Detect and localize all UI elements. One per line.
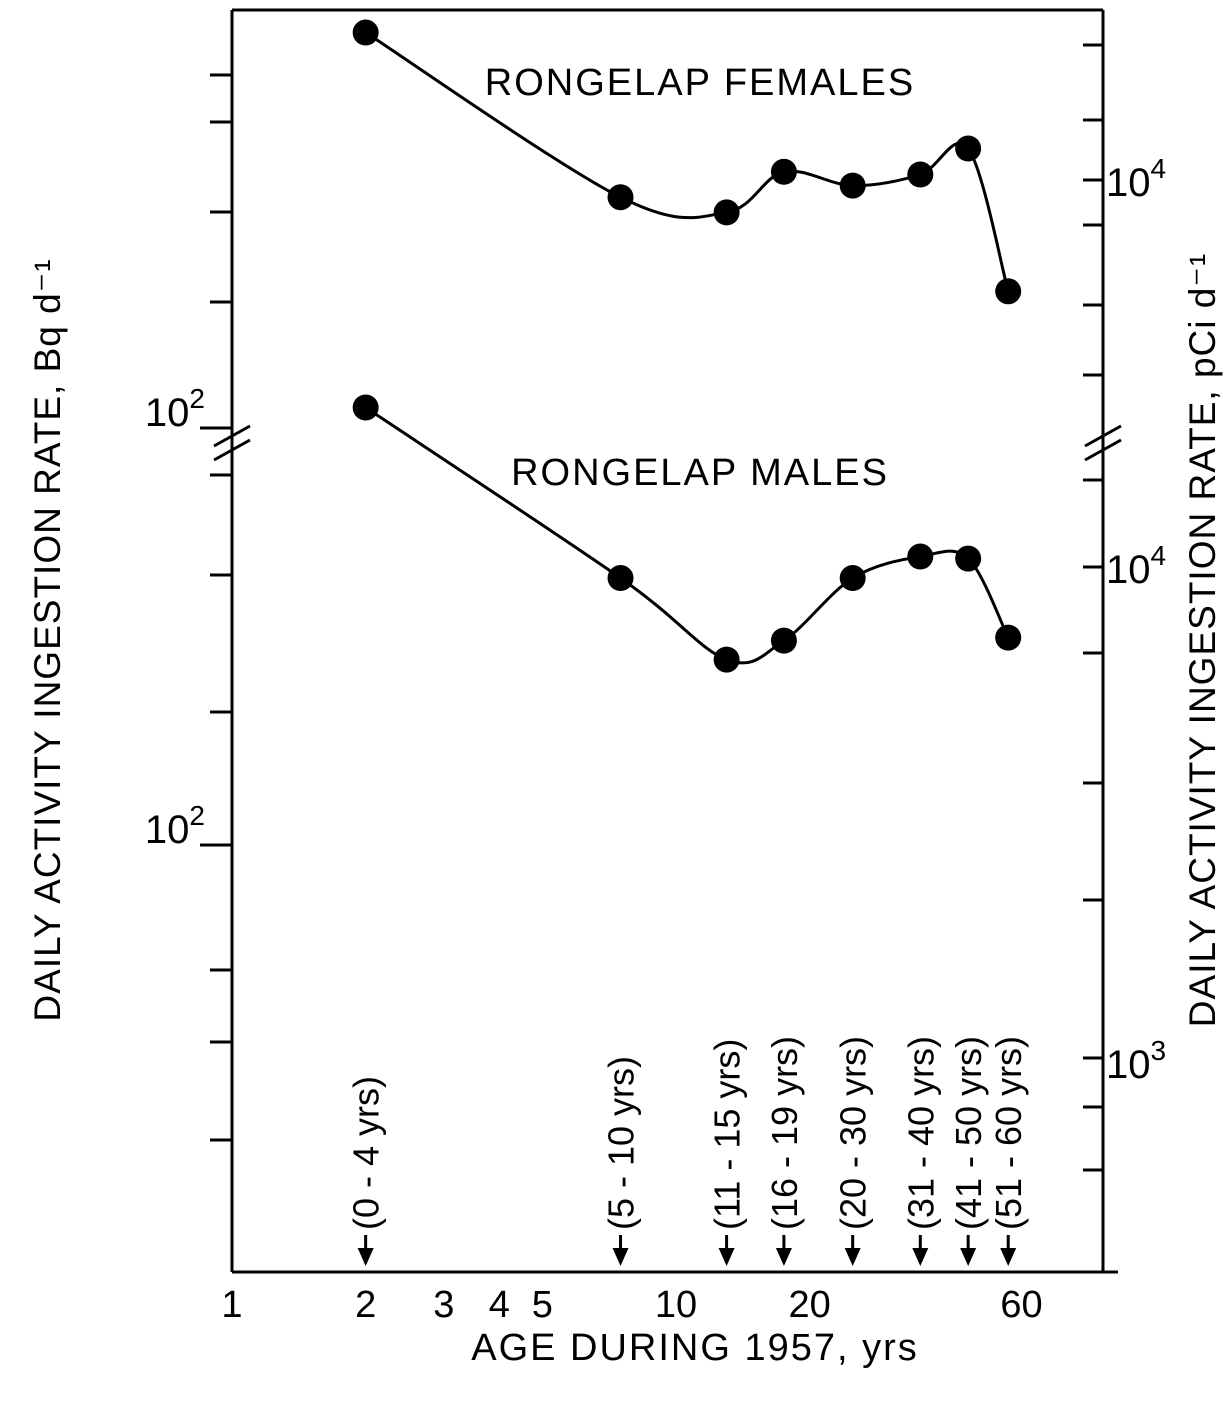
- x-tick-label: 10: [655, 1284, 697, 1326]
- age-arrow-head: [357, 1248, 374, 1266]
- age-group-label: (5 - 10 yrs): [601, 1056, 642, 1230]
- age-arrow-head: [960, 1248, 977, 1266]
- x-axis-label: AGE DURING 1957, yrs: [471, 1327, 919, 1369]
- x-tick-label: 60: [1000, 1284, 1042, 1326]
- data-point: [995, 278, 1022, 305]
- axis-break-mark: [1084, 438, 1122, 462]
- series-line: [364, 406, 1010, 665]
- x-tick-label: 3: [433, 1284, 454, 1326]
- data-point: [839, 565, 866, 592]
- y-axis-label-left: DAILY ACTIVITY INGESTION RATE, Bq d⁻¹: [27, 258, 68, 1021]
- age-arrow-head: [718, 1248, 735, 1266]
- age-arrow-head: [775, 1248, 792, 1266]
- data-point: [770, 627, 797, 654]
- plot-frame: [230, 8, 1118, 1274]
- data-point: [907, 543, 934, 570]
- data-point: [352, 19, 379, 46]
- data-point: [995, 624, 1022, 651]
- y-tick-label-right: 104: [1106, 153, 1166, 205]
- axis-break-mark: [213, 424, 251, 448]
- age-group-label: (31 - 40 yrs): [900, 1036, 941, 1230]
- y-tick-label-right: 103: [1106, 1035, 1166, 1087]
- series-layer: [352, 19, 1022, 673]
- y-tick-marks: [200, 43, 1103, 1172]
- data-point: [770, 158, 797, 185]
- data-point: [713, 199, 740, 226]
- axis-breaks: [213, 424, 1122, 462]
- y-tick-label-right: 104: [1106, 540, 1166, 592]
- panel-title: RONGELAP FEMALES: [485, 62, 915, 104]
- data-point: [713, 646, 740, 673]
- y-axis-label-right: DAILY ACTIVITY INGESTION RATE, pCi d⁻¹: [1182, 253, 1223, 1027]
- axis-break-mark: [213, 438, 251, 462]
- x-tick-label: 4: [489, 1284, 510, 1326]
- age-arrow-head: [844, 1248, 861, 1266]
- y-tick-label-left: 102: [145, 383, 205, 435]
- data-point: [352, 394, 379, 421]
- age-arrow-head: [612, 1248, 629, 1266]
- age-group-label: (11 - 15 yrs): [707, 1039, 748, 1230]
- age-arrow-head: [912, 1248, 929, 1266]
- axis-break-mark: [1084, 424, 1122, 448]
- age-group-label: (0 - 4 yrs): [346, 1076, 387, 1230]
- x-tick-label: 1: [221, 1284, 242, 1326]
- panel-title: RONGELAP MALES: [511, 452, 889, 494]
- data-point: [607, 184, 634, 211]
- data-point: [907, 161, 934, 188]
- data-point: [839, 172, 866, 199]
- y-tick-label-left: 102: [145, 800, 205, 852]
- x-tick-label: 2: [355, 1284, 376, 1326]
- x-tick-label: 20: [789, 1284, 831, 1326]
- x-tick-labels: 1 2 3 4 5 10 20 60: [221, 1284, 1042, 1326]
- age-group-label: (20 - 30 yrs): [833, 1036, 874, 1230]
- age-arrow-head: [1000, 1248, 1017, 1266]
- x-tick-label: 5: [532, 1284, 553, 1326]
- data-point: [955, 135, 982, 162]
- panel-titles: RONGELAP FEMALES RONGELAP MALES: [485, 62, 915, 494]
- data-point: [607, 565, 634, 592]
- age-group-markers: (0 - 4 yrs) (5 - 10 yrs) (11 - 15 yrs) (16 …: [346, 1036, 1029, 1266]
- age-group-label: (51 - 60 yrs): [988, 1036, 1029, 1230]
- data-point: [955, 545, 982, 572]
- age-group-label: (41 - 50 yrs): [948, 1036, 989, 1230]
- age-group-label: (16 - 19 yrs): [764, 1036, 805, 1230]
- y-tick-labels: 102 104 102 104 103: [145, 153, 1166, 1087]
